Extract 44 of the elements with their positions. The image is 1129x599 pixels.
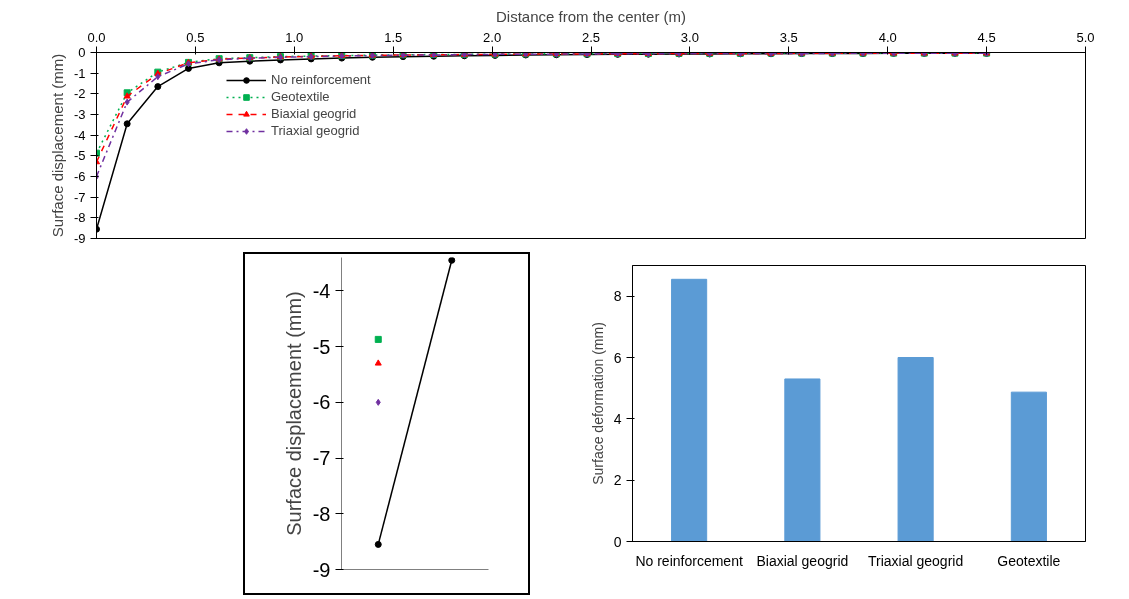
x-tick-label: 4.0 — [878, 29, 897, 45]
y-tick-label: -2 — [73, 86, 86, 102]
y-axis-title: Surface displacement (mm) — [48, 53, 66, 238]
y-tick-label: 0 — [78, 45, 86, 60]
legend-label: No reinforcement — [271, 72, 371, 87]
y-tick-label: -6 — [73, 169, 86, 184]
y-tick-label: -7 — [312, 447, 331, 470]
y-tick-label: -3 — [73, 107, 86, 122]
x-tick-label: 0.5 — [186, 29, 205, 45]
x-tick-label: 2.0 — [483, 29, 502, 45]
x-tick-label: Geotextile — [997, 552, 1061, 569]
x-tick-label: No reinforcement — [635, 552, 743, 569]
x-tick-label: 3.0 — [680, 29, 699, 45]
y-tick-label: 0 — [613, 533, 622, 550]
y-tick-label: -9 — [312, 558, 331, 581]
x-tick-label: 1.5 — [384, 29, 403, 45]
y-tick-label: -6 — [312, 391, 331, 414]
y-axis-title: Surface displacement (mm) — [282, 291, 305, 536]
y-tick-label: -4 — [73, 127, 86, 143]
y-tick-label: 2 — [613, 472, 622, 489]
legend-label: Biaxial geogrid — [271, 106, 357, 121]
x-tick-label: 5.0 — [1076, 29, 1095, 45]
x-tick-label: 3.5 — [779, 29, 798, 45]
x-tick-label: 2.5 — [581, 29, 601, 45]
legend-label: Geotextile — [271, 89, 330, 104]
x-tick-label: 4.5 — [977, 29, 996, 45]
y-tick-label: -8 — [312, 502, 331, 525]
y-tick-label: 8 — [613, 288, 622, 305]
x-tick-label: Biaxial geogrid — [756, 552, 849, 569]
y-tick-label: 6 — [613, 349, 622, 366]
y-tick-label: 4 — [613, 410, 622, 427]
y-tick-label: -5 — [73, 148, 86, 164]
y-tick-label: -9 — [73, 231, 86, 246]
y-tick-label: -4 — [312, 279, 331, 302]
y-axis-title: Surface deformation (mm) — [589, 322, 606, 485]
x-tick-label: 0.0 — [87, 29, 106, 45]
x-tick-label: 1.0 — [285, 29, 304, 45]
y-tick-label: -1 — [73, 65, 86, 81]
x-axis-title: Distance from the center (m) — [495, 7, 687, 25]
y-tick-label: -5 — [312, 335, 331, 358]
y-tick-label: -7 — [73, 189, 86, 205]
x-tick-label: Triaxial geogrid — [868, 552, 964, 569]
y-tick-label: -8 — [73, 210, 86, 226]
legend-label: Triaxial geogrid — [271, 123, 360, 138]
